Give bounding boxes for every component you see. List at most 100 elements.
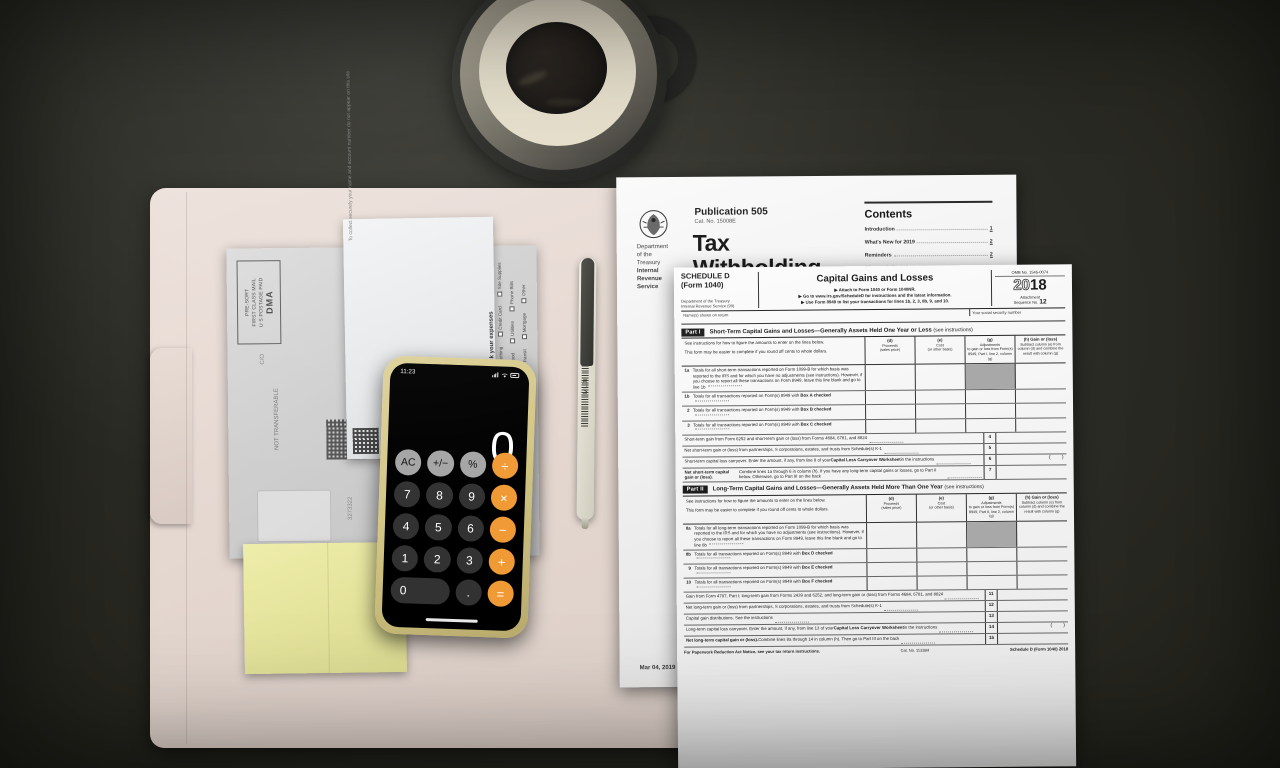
calc-key-multiply[interactable]: × [490, 484, 518, 512]
calc-key-minus[interactable]: − [489, 516, 517, 544]
checklist-item[interactable]: Phone Bills [509, 281, 515, 312]
summary-row: Net short-term capital gain or (loss). C… [682, 465, 1067, 483]
checkbox-icon[interactable] [497, 331, 503, 337]
input-cell-d[interactable] [867, 548, 918, 563]
calc-key-6[interactable]: 6 [456, 515, 485, 542]
calculator-keypad[interactable]: AC +/− % ÷ 7 8 9 × 4 5 6 − 1 2 3 + 0 . = [390, 448, 519, 608]
input-cell-e[interactable] [916, 418, 967, 433]
postage-line2: FIRST CLASS MAIL [251, 278, 258, 327]
line-number: 12 [984, 601, 998, 612]
checklist-item[interactable]: Credit Card [497, 306, 503, 337]
irs-agency-text: Department of the Treasury Internal Reve… [637, 243, 669, 291]
input-cell-h[interactable] [1016, 404, 1066, 418]
smartphone[interactable]: 11:23 0 AC +/− % ÷ 7 8 9 × [374, 355, 537, 639]
toc-entry[interactable]: What's New for 2019 2 [865, 238, 993, 245]
input-cell-d[interactable] [867, 576, 918, 591]
input-cell-d[interactable] [865, 390, 917, 405]
calc-key-9[interactable]: 9 [458, 483, 486, 511]
calc-key-7[interactable]: 7 [393, 480, 421, 508]
amount-field[interactable] [998, 634, 1068, 645]
revenue-line: Revenue [636, 276, 662, 283]
input-cell-h[interactable] [1018, 576, 1068, 590]
part-2-tag: Part II [682, 485, 708, 495]
calc-key-percent[interactable]: % [459, 451, 487, 479]
input-cell-e[interactable] [916, 404, 967, 419]
input-cell-d[interactable] [866, 404, 917, 419]
input-cell-e[interactable] [915, 390, 967, 404]
calc-key-decimal[interactable]: . [454, 579, 482, 606]
amount-field[interactable] [996, 443, 1066, 454]
toc-page: 2 [989, 251, 993, 258]
checklist-item[interactable]: Utilities [510, 321, 516, 343]
checkbox-icon[interactable] [510, 337, 516, 343]
input-cell-h[interactable] [1016, 418, 1066, 432]
amount-field[interactable] [998, 601, 1068, 612]
input-cell-d[interactable] [866, 419, 917, 433]
calc-key-0[interactable]: 0 [390, 576, 450, 605]
calc-key-sign[interactable]: +/− [426, 450, 455, 477]
paperwork-notice: For Paperwork Reduction Act Notice, see … [684, 648, 821, 656]
contents-heading: Contents [864, 207, 913, 221]
input-cell-e[interactable] [917, 576, 968, 591]
input-cell-e[interactable] [917, 562, 968, 576]
name-field-label[interactable]: Name(s) shown on return [683, 312, 729, 318]
calc-key-2[interactable]: 2 [423, 545, 451, 573]
input-cell-e[interactable] [915, 364, 966, 390]
input-cell-g[interactable] [967, 547, 1018, 562]
checkbox-icon[interactable] [509, 306, 515, 312]
checklist-label: Credit Card [497, 306, 503, 330]
input-cell-d[interactable] [867, 522, 918, 548]
home-indicator[interactable] [425, 618, 478, 623]
calc-key-equals[interactable]: = [486, 580, 515, 608]
calc-key-4[interactable]: 4 [392, 512, 420, 540]
ofthe-line: of the [636, 252, 652, 259]
checklist-item[interactable]: Mortgage [521, 313, 528, 340]
calc-key-divide[interactable]: ÷ [491, 452, 519, 480]
input-cell-e[interactable] [917, 522, 968, 548]
input-cell-g[interactable] [966, 404, 1017, 418]
input-cell-g[interactable] [965, 389, 1017, 404]
line-description: Totals for all short-term transactions r… [690, 365, 866, 392]
schedule-form: (Form 1040) [680, 279, 724, 290]
ssn-field-label[interactable]: Your social security number [969, 308, 1066, 317]
toc-entry[interactable]: Reminders 2 [865, 251, 993, 258]
pen-barcode-icon [581, 360, 589, 427]
amount-field[interactable] [996, 432, 1066, 443]
input-cell-g[interactable] [967, 576, 1018, 590]
toc-page: 1 [989, 225, 993, 232]
line-description: Totals for all long-term transactions re… [692, 522, 868, 550]
input-cell-h[interactable] [1016, 363, 1066, 388]
toc-entry[interactable]: Introduction 1 [865, 225, 993, 232]
line-number: 1b [684, 393, 690, 399]
checklist-item[interactable]: Other [521, 284, 527, 303]
calc-key-1[interactable]: 1 [391, 544, 419, 572]
input-cell-h[interactable] [1017, 561, 1067, 575]
input-cell-g[interactable] [966, 418, 1017, 432]
calc-key-8[interactable]: 8 [425, 481, 453, 509]
calc-key-plus[interactable]: + [488, 548, 516, 576]
calc-key-3[interactable]: 3 [455, 547, 483, 574]
amount-field-parenthetical[interactable]: ( ) [1050, 622, 1065, 629]
amount-field[interactable] [998, 612, 1068, 623]
col-d-proceeds: (d) Proceeds (sales price) [866, 494, 918, 522]
checkbox-icon[interactable] [521, 297, 527, 303]
checkbox-icon[interactable] [497, 291, 503, 297]
checkbox-icon[interactable] [521, 334, 528, 340]
input-cell-d[interactable] [867, 562, 918, 577]
phone-screen[interactable]: 11:23 0 AC +/− % ÷ 7 8 9 × [381, 362, 530, 632]
input-cell-h[interactable] [1016, 389, 1066, 403]
amount-field[interactable] [997, 465, 1067, 479]
input-cell-d[interactable] [865, 364, 916, 391]
input-cell-e[interactable] [917, 548, 968, 562]
part-1-heading: Short-Term Capital Gains and Losses—Gene… [709, 326, 973, 336]
amount-field[interactable] [998, 590, 1068, 601]
line-number: 13 [984, 612, 998, 623]
calc-key-5[interactable]: 5 [424, 513, 452, 541]
calc-key-clear[interactable]: AC [394, 448, 422, 476]
input-cell-g[interactable] [967, 561, 1018, 576]
input-cell-h[interactable] [1017, 521, 1067, 546]
input-cell-h[interactable] [1017, 547, 1067, 561]
checklist-item[interactable]: Site Supplies [497, 262, 503, 297]
line-number: 9 [688, 565, 691, 571]
amount-field-parenthetical[interactable]: ( ) [1049, 454, 1064, 461]
